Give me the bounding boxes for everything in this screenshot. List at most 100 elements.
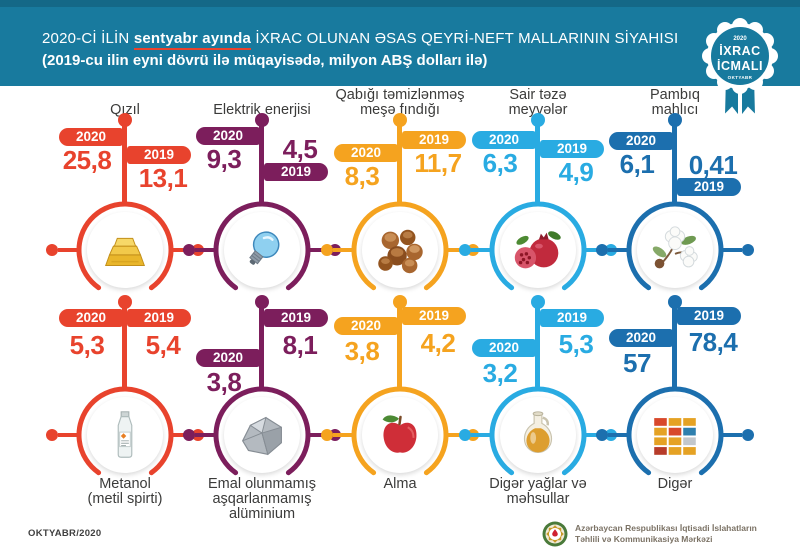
title-line: Elektrik enerjisi bbox=[213, 102, 311, 118]
product-title: Digər bbox=[595, 477, 755, 492]
year-tab-2020: 2020 bbox=[334, 317, 398, 335]
stem-line bbox=[122, 301, 127, 390]
product-aluminium: 2020 3,8 2019 8,1 Emal olunmamış aşqarla… bbox=[182, 0, 342, 551]
year-tab-2020: 2020 bbox=[334, 144, 398, 162]
value-2019: 5,3 bbox=[558, 329, 594, 359]
pomegranate-icon bbox=[514, 231, 561, 269]
badge-month: OKTYABR bbox=[728, 75, 753, 80]
stem-line bbox=[259, 301, 264, 390]
year-tab-2020: 2020 bbox=[609, 132, 673, 150]
stem-line bbox=[672, 301, 677, 390]
product-pambiq-mahlici: Pambıq mahlıcı 2020 6,1 0,41 2019 bbox=[595, 0, 755, 551]
title-line: mahlıcı bbox=[651, 102, 699, 118]
value-2019: 4,2 bbox=[420, 328, 456, 358]
org-credit: Azərbaycan Respublikası İqtisadi İslahat… bbox=[542, 521, 757, 547]
stem-dot bbox=[531, 113, 545, 127]
year-tab-2019: 2019 bbox=[677, 307, 741, 325]
stem-dot bbox=[118, 295, 132, 309]
title-highlight: sentyabr ayında bbox=[133, 30, 252, 50]
product-title: Emal olunmamış aşqarlanmamış alüminium bbox=[182, 477, 342, 522]
title-line: Metanol bbox=[99, 476, 151, 492]
gold-bars-icon bbox=[104, 237, 146, 266]
product-photo bbox=[637, 212, 713, 288]
title-line: (metil spirti) bbox=[87, 491, 163, 507]
stem-line bbox=[672, 119, 677, 205]
product-qizil: Qızıl 2020 25,8 2019 13,1 bbox=[45, 0, 205, 551]
value-2019: 5,4 bbox=[145, 330, 181, 360]
product-photo bbox=[224, 212, 300, 288]
year-tab-2020: 2020 bbox=[609, 329, 673, 347]
title-line: Emal olunmamış bbox=[208, 476, 316, 492]
value-2019: 4,9 bbox=[558, 157, 594, 187]
value-2019: 78,4 bbox=[688, 327, 738, 357]
stem-line bbox=[397, 119, 402, 205]
stem-dot bbox=[531, 295, 545, 309]
product-photo bbox=[500, 397, 576, 473]
year-tab-2020: 2020 bbox=[196, 349, 260, 367]
title-line: Alma bbox=[383, 476, 417, 492]
product-mese-findigi: Qabığı təmizlənməş meşə fındığı 2020 8,3… bbox=[320, 0, 480, 551]
product-title: Pambıq mahlıcı bbox=[595, 82, 755, 118]
stem-line bbox=[397, 301, 402, 390]
year-tab-2020: 2020 bbox=[472, 131, 536, 149]
stem-line bbox=[535, 119, 540, 205]
value-2019: 13,1 bbox=[138, 163, 188, 193]
year-tab-2020: 2020 bbox=[196, 127, 260, 145]
title-line: Sair təzə bbox=[509, 87, 567, 103]
value-2020: 25,8 bbox=[62, 145, 112, 175]
value-2020: 3,8 bbox=[206, 367, 242, 397]
product-metanol: 2020 5,3 2019 5,4 Metanol (metil spirti) bbox=[45, 0, 205, 551]
title-line: Qızıl bbox=[110, 102, 140, 118]
value-2020: 3,8 bbox=[344, 336, 380, 366]
product-photo bbox=[224, 397, 300, 473]
stem-dot bbox=[255, 113, 269, 127]
product-photo bbox=[87, 212, 163, 288]
product-alma: 2020 3,8 2019 4,2 Alma bbox=[320, 0, 480, 551]
year-tab-2019: 2019 bbox=[127, 146, 191, 164]
product-photo bbox=[637, 397, 713, 473]
product-title: Metanol (metil spirti) bbox=[45, 477, 205, 507]
stem-dot bbox=[118, 113, 132, 127]
product-title: Elektrik enerjisi bbox=[182, 82, 342, 118]
title-line: Digər yağlar və bbox=[489, 476, 587, 492]
org-name-line: Təhlili və Kommunikasiya Mərkəzi bbox=[575, 534, 713, 544]
title-line: meyvələr bbox=[508, 102, 568, 118]
title-line: Digər bbox=[657, 476, 693, 492]
product-title: Sair təzə meyvələr bbox=[458, 82, 618, 118]
methanol-bottle-icon bbox=[117, 411, 133, 458]
value-2019: 0,41 bbox=[688, 150, 738, 180]
badge-line2: İCMALI bbox=[717, 58, 763, 73]
year-tab-2019: 2019 bbox=[264, 309, 328, 327]
year-tab-2019: 2019 bbox=[540, 309, 604, 327]
product-diger: 2020 57 2019 78,4 Digər bbox=[595, 0, 755, 551]
stem-line bbox=[122, 119, 127, 205]
year-tab-2019: 2019 bbox=[402, 131, 466, 149]
product-title: Digər yağlar və məhsullar bbox=[458, 477, 618, 507]
value-2020: 9,3 bbox=[206, 144, 242, 174]
year-tab-2020: 2020 bbox=[472, 339, 536, 357]
cotton-icon bbox=[652, 226, 698, 269]
value-2019: 4,5 bbox=[282, 134, 318, 164]
stem-dot bbox=[668, 295, 682, 309]
product-diger-yaglar: 2020 3,2 2019 5,3 Digər yağlar və məhsul… bbox=[458, 0, 618, 551]
title-prefix: 2020-Cİ İLİN bbox=[42, 30, 134, 47]
badge-year: 2020 bbox=[733, 36, 747, 42]
product-elektrik-enerjisi: Elektrik enerjisi 2020 9,3 4,5 2019 bbox=[182, 0, 342, 551]
value-2020: 8,3 bbox=[344, 161, 380, 191]
product-title: Alma bbox=[320, 477, 480, 492]
year-tab-2019: 2019 bbox=[677, 178, 741, 196]
product-photo bbox=[362, 397, 438, 473]
light-bulb-icon bbox=[249, 231, 280, 265]
value-2019: 11,7 bbox=[414, 148, 462, 178]
stem-line bbox=[259, 119, 264, 205]
header-text: 2020-Cİ İLİN sentyabr ayında İXRAC OLUNA… bbox=[42, 30, 678, 69]
header-bar: 2020-Cİ İLİN sentyabr ayında İXRAC OLUNA… bbox=[0, 0, 800, 86]
value-2020: 3,2 bbox=[482, 358, 518, 388]
year-tab-2019: 2019 bbox=[127, 309, 191, 327]
issue-label: OKTYABR/2020 bbox=[28, 528, 102, 539]
page-title: 2020-Cİ İLİN sentyabr ayında İXRAC OLUNA… bbox=[42, 30, 678, 50]
title-line: Pambıq bbox=[650, 87, 700, 103]
oil-bottle-icon bbox=[523, 411, 553, 453]
product-photo bbox=[500, 212, 576, 288]
stem-dot bbox=[255, 295, 269, 309]
